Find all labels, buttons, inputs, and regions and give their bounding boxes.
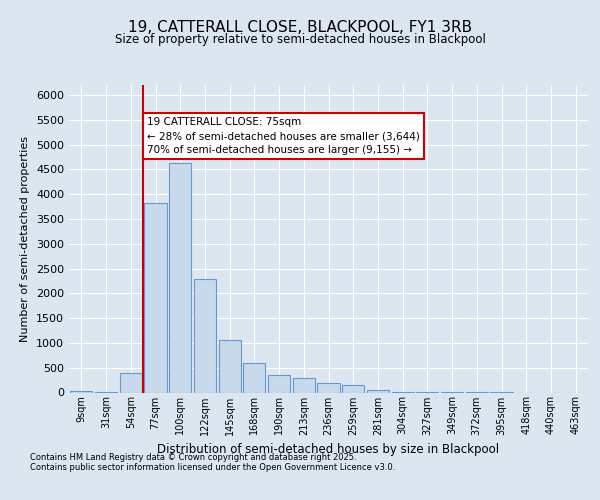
Bar — [70, 391, 92, 392]
Bar — [145, 203, 167, 392]
Bar — [243, 362, 265, 392]
Bar — [268, 375, 290, 392]
Bar — [367, 390, 389, 392]
Bar — [293, 378, 315, 392]
Text: Contains public sector information licensed under the Open Government Licence v3: Contains public sector information licen… — [30, 464, 395, 472]
Bar — [317, 382, 340, 392]
Bar — [218, 340, 241, 392]
X-axis label: Distribution of semi-detached houses by size in Blackpool: Distribution of semi-detached houses by … — [157, 443, 500, 456]
Bar — [119, 372, 142, 392]
Text: Size of property relative to semi-detached houses in Blackpool: Size of property relative to semi-detach… — [115, 32, 485, 46]
Text: 19 CATTERALL CLOSE: 75sqm
← 28% of semi-detached houses are smaller (3,644)
70% : 19 CATTERALL CLOSE: 75sqm ← 28% of semi-… — [147, 117, 420, 155]
Text: Contains HM Land Registry data © Crown copyright and database right 2025.: Contains HM Land Registry data © Crown c… — [30, 454, 356, 462]
Y-axis label: Number of semi-detached properties: Number of semi-detached properties — [20, 136, 31, 342]
Bar — [342, 384, 364, 392]
Bar — [169, 164, 191, 392]
Text: 19, CATTERALL CLOSE, BLACKPOOL, FY1 3RB: 19, CATTERALL CLOSE, BLACKPOOL, FY1 3RB — [128, 20, 472, 35]
Bar — [194, 280, 216, 392]
